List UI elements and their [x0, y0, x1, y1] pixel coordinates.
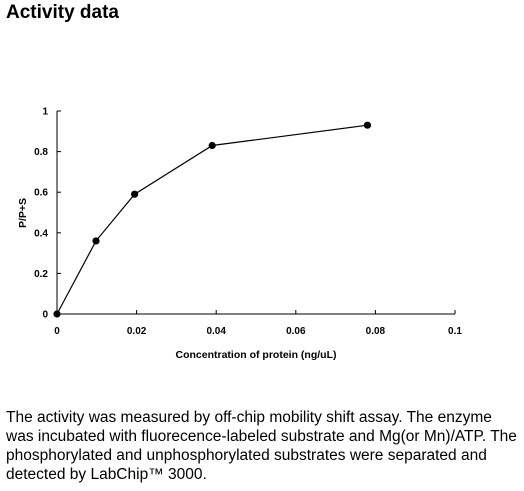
- y-tick-label: 0.8: [34, 147, 48, 158]
- description-text: The activity was measured by off-chip mo…: [6, 409, 517, 483]
- x-axis-label: Concentration of protein (ng/uL): [176, 349, 337, 361]
- data-point: [53, 310, 61, 318]
- data-point: [208, 141, 216, 150]
- data-point: [363, 121, 372, 129]
- y-tick-label: 0: [42, 310, 48, 321]
- chart-series: [53, 121, 372, 318]
- x-tick-label: 0.04: [206, 326, 226, 337]
- chart-ticks: 0 0.2 0.4 0.6 0.8 1 0 0.02 0.04 0.06 0.08 0.1: [34, 107, 462, 338]
- x-tick-label: 0: [54, 326, 60, 337]
- chart-axes: [56, 111, 455, 315]
- x-tick-label: 0.06: [286, 326, 306, 337]
- y-tick-label: 0.4: [34, 228, 48, 239]
- y-tick-label: 0.2: [34, 269, 48, 280]
- data-point: [92, 237, 100, 245]
- y-axis-label: P/P+S: [17, 198, 29, 228]
- page-heading: Activity data: [6, 2, 119, 23]
- x-tick-label: 0.02: [127, 326, 147, 337]
- y-tick-label: 0.6: [34, 188, 48, 199]
- data-point: [131, 190, 139, 198]
- activity-chart: 0 0.2 0.4 0.6 0.8 1 0 0.02 0.04 0.06 0.08 0.1 Conce…: [17, 107, 462, 362]
- x-tick-label: 0.08: [366, 326, 386, 337]
- x-tick-label: 0.1: [448, 326, 462, 337]
- y-tick-label: 1: [42, 107, 48, 118]
- series-line: [56, 124, 368, 315]
